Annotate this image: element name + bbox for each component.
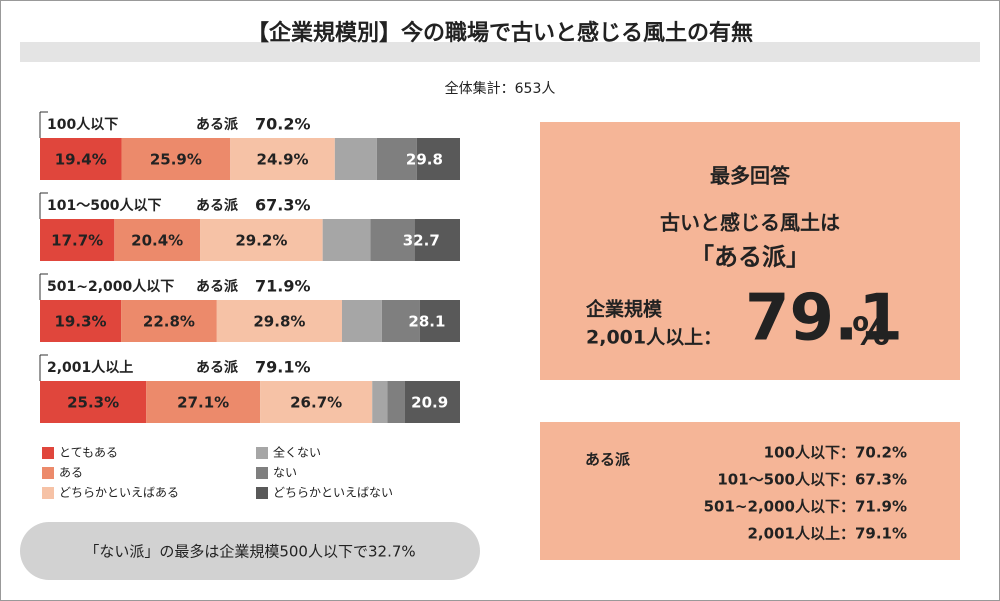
- size-label: 企業規模: [585, 298, 663, 321]
- value-label: 19.3%: [55, 313, 107, 331]
- bar-segment: [121, 138, 231, 180]
- summary-row: 100人以下：70.2%: [764, 444, 907, 462]
- bar-segment: [414, 219, 460, 261]
- summary-box: [540, 422, 960, 560]
- bar-segment: [416, 138, 460, 180]
- highlight-line: 「ある派」: [690, 243, 810, 271]
- bar-segment: [419, 300, 460, 342]
- value-label: 29.2%: [235, 232, 287, 250]
- summary-row: 101～500人以下：67.3%: [717, 471, 907, 489]
- bar-segment: [216, 300, 342, 342]
- category-label: 100人以下: [47, 116, 118, 133]
- summary-row: 2,001人以上：79.1%: [748, 525, 908, 543]
- value-label: 24.9%: [257, 151, 309, 169]
- legend-label: ない: [273, 466, 297, 480]
- category-label: 2,001人以上: [47, 359, 133, 376]
- legend-label: ある: [59, 466, 83, 480]
- bar-segment: [370, 219, 415, 261]
- group-label: ある派: [196, 279, 239, 295]
- legend-label: 全くない: [273, 445, 321, 460]
- size-value: 2,001人以上：: [586, 327, 722, 349]
- bar-segment: [260, 381, 373, 423]
- highlight-box: [540, 122, 960, 380]
- category-label: 501~2,000人以下: [47, 278, 174, 295]
- big-value: 79.1: [745, 282, 903, 356]
- aru-total: 71.9%: [255, 277, 311, 296]
- bar-segment: [322, 219, 371, 261]
- nai-total: 20.9: [411, 394, 448, 412]
- bar-segment: [376, 138, 417, 180]
- bar-segment: [404, 381, 460, 423]
- nai-total: 28.1: [408, 313, 445, 331]
- bar-segment: [387, 381, 405, 423]
- summary-row: 501~2,000人以下：71.9%: [704, 498, 907, 516]
- legend-swatch: [256, 487, 268, 499]
- legend-swatch: [42, 447, 54, 459]
- bar-segment: [40, 300, 122, 342]
- legend-swatch: [256, 467, 268, 479]
- legend-swatch: [256, 447, 268, 459]
- value-label: 25.9%: [150, 151, 202, 169]
- bar-segment: [40, 381, 147, 423]
- big-unit: %: [852, 310, 890, 354]
- legend-swatch: [42, 467, 54, 479]
- title: 【企業規模別】今の職場で古いと感じる風土の有無: [247, 20, 753, 46]
- bar-segment: [200, 219, 323, 261]
- title-band: [20, 42, 980, 62]
- bar-segment: [381, 300, 420, 342]
- bar-segment: [146, 381, 261, 423]
- value-label: 26.7%: [290, 394, 342, 412]
- value-label: 27.1%: [177, 394, 229, 412]
- value-label: 22.8%: [143, 313, 195, 331]
- nai-total: 32.7: [403, 232, 440, 250]
- legend-swatch: [42, 487, 54, 499]
- note: 「ない派」の最多は企業規模500人以下で32.7%: [84, 543, 415, 561]
- nai-total: 29.8: [406, 151, 443, 169]
- bar-segment: [40, 138, 122, 180]
- bar-segment: [114, 219, 201, 261]
- note-pill: [20, 522, 480, 580]
- highlight-line: 古いと感じる風土は: [660, 211, 840, 235]
- aru-total: 70.2%: [255, 115, 311, 134]
- aru-total: 79.1%: [255, 358, 311, 377]
- legend-label: どちらかといえばない: [273, 486, 393, 500]
- value-label: 29.8%: [253, 313, 305, 331]
- aru-total: 67.3%: [255, 196, 311, 215]
- bar-segment: [372, 381, 388, 423]
- bar-segment: [121, 300, 217, 342]
- legend-label: どちらかといえばある: [59, 486, 179, 500]
- group-label: ある派: [196, 360, 239, 376]
- highlight-heading: 最多回答: [710, 164, 791, 188]
- bar-segment: [40, 219, 115, 261]
- summary-heading: ある派: [585, 451, 631, 469]
- group-label: ある派: [196, 117, 239, 133]
- value-label: 25.3%: [67, 394, 119, 412]
- value-label: 17.7%: [51, 232, 103, 250]
- value-label: 20.4%: [131, 232, 183, 250]
- category-label: 101～500人以下: [47, 197, 161, 214]
- bar-segment: [341, 300, 382, 342]
- value-label: 19.4%: [55, 151, 107, 169]
- subtitle: 全体集計：653人: [445, 80, 556, 97]
- group-label: ある派: [196, 198, 239, 214]
- bar-segment: [334, 138, 377, 180]
- legend-label: とてもある: [59, 446, 118, 460]
- bar-segment: [230, 138, 335, 180]
